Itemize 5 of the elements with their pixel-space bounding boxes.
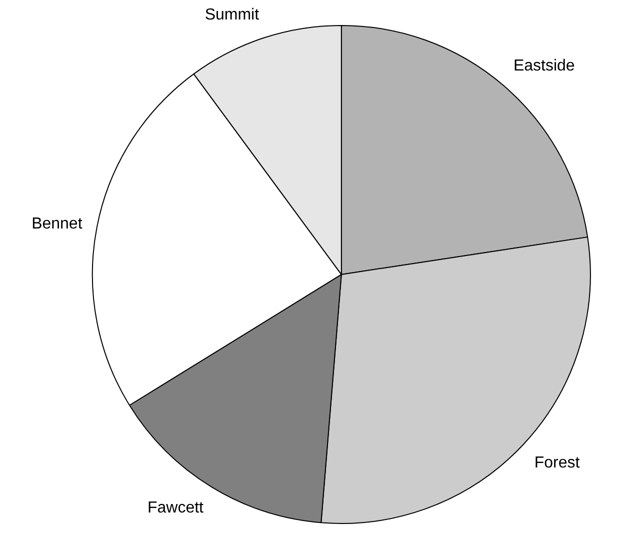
- slice-label: Bennet: [32, 216, 83, 233]
- slice-label: Eastside: [513, 57, 575, 74]
- slice-label: Fawcett: [147, 500, 204, 517]
- slice-label: Forest: [534, 454, 580, 472]
- slice-label: Summit: [204, 6, 260, 24]
